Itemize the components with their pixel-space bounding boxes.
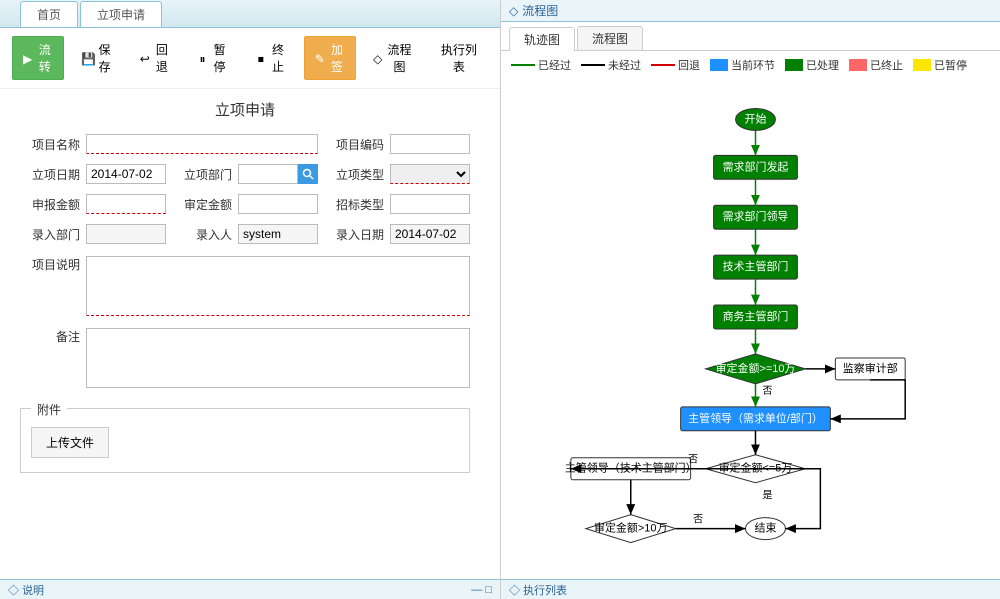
svg-text:审定金额<=5万: 审定金额<=5万: [719, 461, 793, 475]
flow-header-title: 流程图: [522, 2, 558, 19]
legend-current-box: [710, 59, 728, 71]
label-input-user: 录入人: [172, 226, 232, 243]
input-user-input: [238, 224, 318, 244]
flowchart-svg: 开始需求部门发起需求部门领导技术主管部门商务主管部门审定金额>=10万 监察审计部…: [501, 79, 1000, 579]
label-apply-dept: 立项部门: [172, 166, 232, 183]
legend-returned-line: [651, 64, 675, 66]
legend-terminated-box: [849, 59, 867, 71]
svg-text:需求部门发起: 需求部门发起: [723, 159, 789, 173]
flow-panel-header: ◇ 流程图: [501, 0, 1000, 22]
svg-text:主管领导（技术主管部门）: 主管领导（技术主管部门）: [565, 461, 697, 475]
flow-header-icon: ◇: [509, 4, 518, 18]
flow-edge: [785, 469, 820, 529]
svg-text:监察审计部: 监察审计部: [843, 361, 898, 375]
form-title: 立项申请: [20, 99, 470, 120]
svg-text:审定金额>10万: 审定金额>10万: [594, 521, 667, 535]
main-tabs: 首页 立项申请: [0, 0, 500, 28]
input-date-input: [390, 224, 470, 244]
apply-dept-input[interactable]: [238, 164, 298, 184]
list-button[interactable]: 执行列表: [430, 36, 488, 80]
apply-type-select[interactable]: [390, 164, 470, 184]
tab-apply[interactable]: 立项申请: [80, 1, 162, 27]
list-icon: ◇: [509, 585, 520, 597]
back-button[interactable]: ↩回退: [129, 36, 181, 80]
flow-edge: [830, 380, 905, 419]
bottom-left-title: 说明: [22, 585, 44, 597]
left-bottom-bar: ◇ 说明 — □: [0, 579, 500, 599]
sub-tab-trace[interactable]: 轨迹图: [509, 27, 575, 51]
flow-legend: 已经过 未经过 回退 当前环节 已处理 已终止 已暂停: [501, 51, 1000, 79]
svg-text:是: 是: [762, 490, 772, 502]
dept-search-icon[interactable]: [298, 164, 318, 184]
attachment-legend: 附件: [31, 401, 67, 418]
sub-tab-flow[interactable]: 流程图: [577, 26, 643, 50]
legend-passed-line: [511, 64, 535, 66]
approve-amt-input[interactable]: [238, 194, 318, 214]
upload-button[interactable]: 上传文件: [31, 427, 109, 458]
proj-code-input[interactable]: [390, 134, 470, 154]
label-input-date: 录入日期: [324, 226, 384, 243]
stop-button[interactable]: ⏹终止: [245, 36, 297, 80]
legend-paused-box: [913, 59, 931, 71]
apply-date-input[interactable]: [86, 164, 166, 184]
label-input-dept: 录入部门: [20, 226, 80, 243]
attachment-section: 附件 上传文件: [20, 408, 470, 473]
flow-sub-tabs: 轨迹图 流程图: [501, 22, 1000, 51]
input-dept-input: [86, 224, 166, 244]
pause-button[interactable]: ⏸暂停: [187, 36, 239, 80]
svg-text:结束: 结束: [755, 522, 777, 535]
collapse-icon[interactable]: — □: [471, 584, 492, 596]
svg-text:技术主管部门: 技术主管部门: [723, 259, 789, 273]
svg-text:开始: 开始: [745, 111, 767, 125]
svg-text:商务主管部门: 商务主管部门: [723, 309, 789, 323]
bottom-right-title: 执行列表: [523, 585, 567, 597]
label-remark: 备注: [20, 328, 80, 345]
svg-text:主管领导（需求单位/部门）: 主管领导（需求单位/部门）: [688, 411, 823, 425]
label-approve-amt: 审定金额: [172, 196, 232, 213]
apply-amt-input[interactable]: [86, 194, 166, 214]
tab-home[interactable]: 首页: [20, 1, 78, 27]
svg-text:审定金额>=10万: 审定金额>=10万: [716, 361, 796, 375]
legend-notpassed-line: [581, 64, 605, 66]
label-apply-date: 立项日期: [20, 166, 80, 183]
label-apply-type: 立项类型: [324, 166, 384, 183]
label-proj-desc: 项目说明: [20, 256, 80, 273]
save-button[interactable]: 💾保存: [70, 36, 122, 80]
proj-name-input[interactable]: [86, 134, 318, 154]
label-proj-name: 项目名称: [20, 136, 80, 153]
flow-button[interactable]: ▶流转: [12, 36, 64, 80]
proj-desc-textarea[interactable]: [86, 256, 470, 316]
urge-button[interactable]: ✎加签: [304, 36, 356, 80]
label-bid-type: 招标类型: [324, 196, 384, 213]
diagram-button[interactable]: ◇流程图: [362, 36, 423, 80]
svg-text:需求部门领导: 需求部门领导: [723, 209, 789, 223]
label-proj-code: 项目编码: [324, 136, 384, 153]
bid-type-input[interactable]: [390, 194, 470, 214]
legend-processing-box: [785, 59, 803, 71]
svg-text:否: 否: [762, 385, 772, 397]
toolbar: ▶流转 💾保存 ↩回退 ⏸暂停 ⏹终止 ✎加签 ◇流程图 执行列表: [0, 28, 500, 89]
info-icon: ◇: [8, 585, 19, 597]
form-area: 立项申请 项目名称 项目编码 立项日期 立项部门 立项类型 申报金额 审定金额 …: [0, 89, 500, 579]
remark-textarea[interactable]: [86, 328, 470, 388]
label-apply-amt: 申报金额: [20, 196, 80, 213]
right-bottom-bar: ◇ 执行列表: [501, 579, 1000, 599]
flowchart-area: 开始需求部门发起需求部门领导技术主管部门商务主管部门审定金额>=10万 监察审计部…: [501, 79, 1000, 579]
svg-text:否: 否: [693, 514, 703, 526]
svg-text:否: 否: [688, 454, 698, 466]
